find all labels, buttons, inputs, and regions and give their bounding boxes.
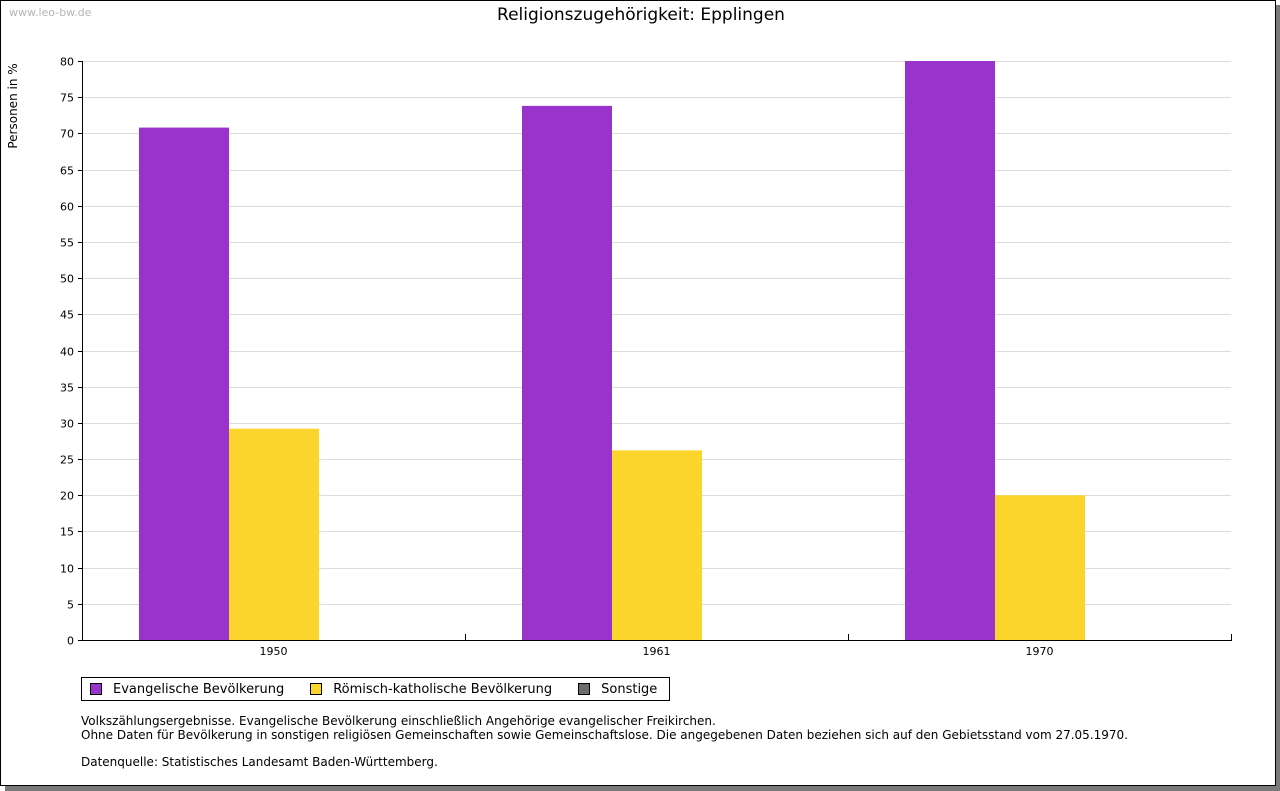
x-tick-label: 1961 [643,645,671,658]
notes: Volkszählungsergebnisse. Evangelische Be… [81,714,1128,769]
note-line-2: Ohne Daten für Bevölkerung in sonstigen … [81,728,1128,742]
bar-1970-katholisch [995,495,1085,640]
chart-title: Religionszugehörigkeit: Epplingen [497,5,785,25]
watermark: www.leo-bw.de [9,6,92,19]
y-tick-label: 70 [60,128,74,141]
y-tick-label: 5 [67,599,74,612]
legend-swatch-sonstige [578,683,591,695]
y-tick-label: 15 [60,526,74,539]
x-tick-label: 1950 [260,645,288,658]
x-tick-label: 1970 [1026,645,1054,658]
y-tick-label: 30 [60,418,74,431]
y-tick-label: 80 [60,56,74,69]
data-source: Datenquelle: Statistisches Landesamt Bad… [81,755,438,769]
y-tick-label: 40 [60,346,74,359]
legend-item-sonstige: Sonstige [578,682,657,697]
y-tick-label: 55 [60,237,74,250]
bar-chart: 0 5 10 15 20 25 30 35 40 45 50 55 60 65 70 75 80 Personen… [6,56,1232,658]
legend-label-katholisch: Römisch-katholische Bevölkerung [333,681,553,697]
y-tick-label: 0 [67,635,74,648]
y-tick-label: 65 [60,165,74,178]
legend: Evangelische Bevölkerung Römisch-katholi… [81,677,671,701]
legend-label-sonstige: Sonstige [601,681,658,697]
legend-item-evangelisch: Evangelische Bevölkerung [90,682,284,697]
legend-item-katholisch: Römisch-katholische Bevölkerung [310,682,552,697]
y-axis-label: Personen in % [6,63,20,148]
y-tick-label: 10 [60,563,74,576]
bar-1950-katholisch [229,428,319,640]
note-line-1: Volkszählungsergebnisse. Evangelische Be… [81,714,716,728]
bar-1950-evangelisch [139,127,229,640]
bar-1961-katholisch [612,450,702,640]
y-tick-label: 20 [60,490,74,503]
legend-swatch-katholisch [310,683,323,695]
legend-swatch-evangelisch [90,683,102,695]
bar-1970-evangelisch [905,61,995,640]
bar-1961-evangelisch [522,105,612,640]
y-tick-label: 25 [60,454,74,467]
y-tick-label: 35 [60,382,74,395]
y-tick-label: 45 [60,309,74,322]
y-tick-label: 50 [60,273,74,286]
y-tick-label: 75 [60,92,74,105]
y-tick-label: 60 [60,201,74,214]
legend-label-evangelisch: Evangelische Bevölkerung [113,681,285,697]
